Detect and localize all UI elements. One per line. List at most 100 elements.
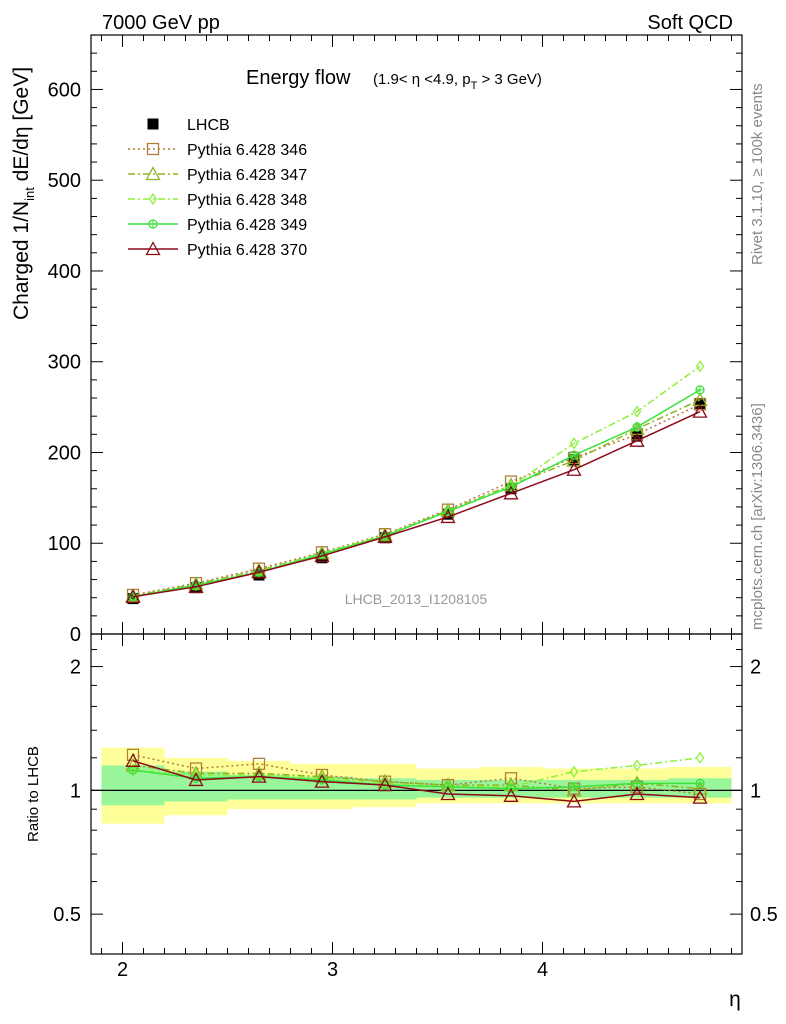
legend-label-3: Pythia 6.428 348 xyxy=(187,192,307,209)
ratio-ytick-label: 0.5 xyxy=(53,904,81,926)
point-5-9 xyxy=(692,403,708,418)
main-plot-marks xyxy=(125,360,708,605)
ratio-line-1 xyxy=(132,764,701,792)
point-4-7-cross xyxy=(570,451,578,460)
point-3-8 xyxy=(632,405,642,418)
ratio-point-4-2 xyxy=(251,768,267,783)
xtick-label: 2 xyxy=(117,959,128,981)
ratio-point-3-8-cross xyxy=(633,779,641,788)
ratio-ytick-label: 2 xyxy=(70,657,81,679)
ratio-plot-marks xyxy=(91,748,742,808)
ratio-point-4-9 xyxy=(692,789,708,804)
point-0-8 xyxy=(631,430,643,442)
ratio-point-1-9 xyxy=(692,780,708,795)
main-ytick-label: 500 xyxy=(48,170,81,192)
legend-marker-4-cross xyxy=(149,220,157,228)
ratio-point-4-4 xyxy=(377,777,393,792)
series-line-1 xyxy=(132,403,701,596)
ratio-ytick-label-right: 2 xyxy=(750,657,761,679)
ratio-point-2-8 xyxy=(632,759,642,772)
legend-label-5: Pythia 6.428 370 xyxy=(187,242,307,259)
point-3-7 xyxy=(569,437,579,450)
point-5-1 xyxy=(188,578,204,593)
point-5-7 xyxy=(566,461,582,476)
main-ytick-label: 0 xyxy=(70,624,81,646)
ratio-ylabel: Ratio to LHCB xyxy=(25,746,42,842)
legend-label-0: LHCB xyxy=(187,117,230,134)
series-3 xyxy=(128,360,705,603)
series-1 xyxy=(126,398,707,602)
legend-label-2: Pythia 6.428 347 xyxy=(187,167,307,184)
series-0 xyxy=(127,397,706,605)
ratio-panel: 0.5 0.5 1 1 2 2 2 3 4 xyxy=(53,633,778,981)
ratio-point-4-1 xyxy=(188,772,204,787)
ratio-point-2-0 xyxy=(128,763,138,777)
ratio-ytick-label-right: 1 xyxy=(750,780,761,802)
legend-marker-0 xyxy=(147,118,159,130)
ratio-point-0-0 xyxy=(126,748,140,761)
point-5-2 xyxy=(251,564,267,579)
header-left-label: 7000 GeV pp xyxy=(102,12,220,34)
mcplots-label: mcplots.cern.ch [arXiv:1306.3436] xyxy=(749,403,766,630)
main-ytick-label: 200 xyxy=(48,442,81,464)
ratio-point-4-5 xyxy=(440,786,456,801)
ratio-point-3-7-cross xyxy=(570,782,578,791)
series-line-4 xyxy=(132,389,701,598)
point-0-9 xyxy=(694,397,706,409)
series-4 xyxy=(128,385,705,602)
point-5-0 xyxy=(125,588,141,603)
ratio-point-4-3 xyxy=(314,773,330,788)
point-2-7 xyxy=(566,452,582,467)
ratio-axis-ticks xyxy=(91,633,742,955)
series-line-5 xyxy=(132,410,701,598)
point-5-3 xyxy=(314,548,330,563)
series-line-3 xyxy=(132,365,701,598)
ratio-line-0 xyxy=(132,754,701,795)
legend-marker-5 xyxy=(145,241,161,256)
legend-marker-2 xyxy=(145,166,161,181)
ratio-series-4 xyxy=(125,752,708,808)
series-2 xyxy=(125,391,708,603)
main-ylabel: Charged 1/Nint dE/dη [GeV] xyxy=(10,67,37,320)
main-title: Energy flow (1.9< η <4.9, pT > 3 GeV) xyxy=(246,67,542,92)
main-tick-labels: 0 100 200 300 400 500 600 xyxy=(48,79,81,646)
rivet-version-label: Rivet 3.1.10, ≥ 100k events xyxy=(749,83,766,265)
ratio-line-4 xyxy=(132,760,701,803)
ratio-point-4-7 xyxy=(566,793,582,808)
point-4-9-cross xyxy=(696,385,704,394)
ratio-point-4-0 xyxy=(125,752,141,767)
ratio-ytick-label-right: 0.5 xyxy=(750,904,778,926)
ratio-point-2-7 xyxy=(569,765,579,778)
ratio-point-3-0-cross xyxy=(129,766,137,775)
point-5-4 xyxy=(377,529,393,544)
series-line-2 xyxy=(132,399,701,597)
ratio-point-4-8 xyxy=(629,786,645,801)
chart-title-note: (1.9< η <4.9, pT > 3 GeV) xyxy=(373,71,542,92)
xtick-label: 3 xyxy=(327,959,338,981)
main-ytick-label: 400 xyxy=(48,261,81,283)
point-5-6 xyxy=(503,485,519,500)
ratio-point-3-9-cross xyxy=(696,779,704,788)
main-ytick-label: 100 xyxy=(48,533,81,555)
ratio-ytick-label: 1 xyxy=(70,780,81,802)
point-5-8 xyxy=(629,432,645,447)
legend-marker-3 xyxy=(148,192,158,206)
point-4-8-cross xyxy=(633,423,641,432)
legend-label-4: Pythia 6.428 349 xyxy=(187,217,307,234)
xtick-label: 4 xyxy=(537,959,548,981)
ratio-line-3 xyxy=(132,769,700,790)
main-ytick-label: 600 xyxy=(48,79,81,101)
point-3-9 xyxy=(695,360,705,373)
ratio-point-2-9 xyxy=(695,751,705,764)
legend-marker-1 xyxy=(146,142,160,156)
series-5 xyxy=(125,403,708,603)
ratio-line-2 xyxy=(132,757,701,788)
header-right-label: Soft QCD xyxy=(647,12,733,34)
ratio-point-2-5 xyxy=(443,780,453,793)
ratio-point-4-6 xyxy=(503,787,519,802)
main-axis-ticks xyxy=(91,35,742,635)
ratio-tick-labels: 0.5 0.5 1 1 2 2 2 3 4 xyxy=(53,657,778,981)
analysis-watermark: LHCB_2013_I1208105 xyxy=(345,591,488,607)
main-panel: 0 100 200 300 400 500 600 xyxy=(48,34,743,646)
